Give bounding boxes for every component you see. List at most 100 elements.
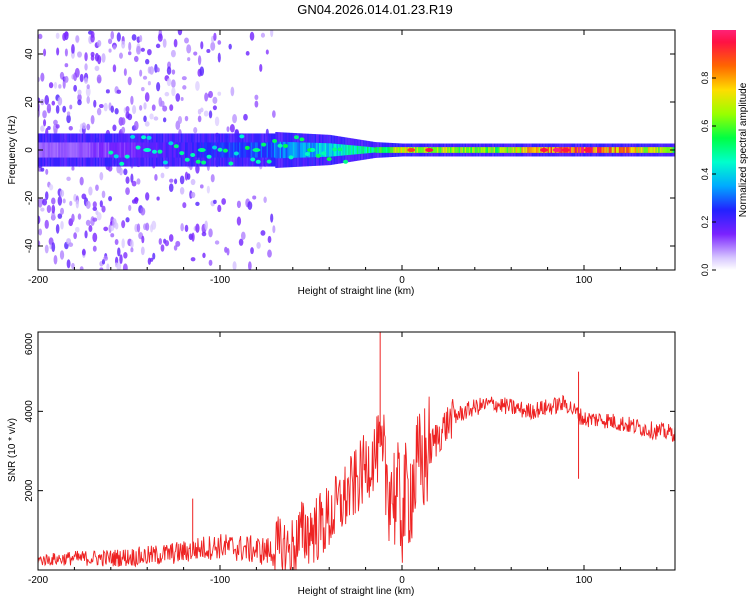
spectrogram-cell: [59, 189, 65, 198]
spectrogram-cell: [259, 64, 263, 72]
spectrogram-cell: [512, 147, 515, 153]
spectrogram-cell: [278, 141, 280, 159]
spectrogram-cell: [95, 184, 99, 192]
spectrogram-cell: [68, 142, 71, 158]
spectrogram-cell: [550, 147, 553, 153]
spectrogram-cell: [247, 142, 250, 158]
spectrogram-cell: [265, 49, 269, 55]
spectrogram-cell: [132, 142, 135, 158]
spectrogram-cell: [214, 142, 216, 158]
spectrogram-cell: [498, 147, 500, 153]
snr-xlabel: Height of straight line (km): [298, 586, 415, 597]
spectrogram-cell: [125, 187, 130, 195]
spectrogram-cell: [147, 81, 151, 86]
spectrogram-cell: [132, 105, 137, 115]
spectrogram-cell: [473, 147, 475, 153]
spectrogram-cell: [130, 173, 134, 184]
spectrogram-cell: [243, 113, 248, 121]
spectrogram-cell: [83, 142, 85, 158]
spectrogram-cell: [164, 142, 167, 158]
spectrogram-cell: [343, 144, 346, 156]
spectrogram-cell: [92, 232, 98, 243]
spectrogram-cell: [157, 33, 163, 42]
spectrogram-cell: [232, 114, 237, 124]
spectrogram-cell: [300, 142, 302, 158]
spectrogram-cell: [476, 147, 478, 153]
spectrogram-cell: [238, 142, 241, 158]
spectrogram-cell: [236, 216, 242, 226]
spectrogram-hotspot: [173, 144, 179, 149]
spectrogram-cell: [169, 104, 174, 111]
spectrogram-cell: [59, 250, 65, 260]
spectrogram-xtick-label: -100: [210, 275, 230, 286]
spectrogram-cell: [397, 147, 400, 153]
spectrogram-cell: [572, 147, 574, 153]
spectrogram-cell: [162, 117, 167, 123]
spectrogram-cell: [594, 147, 596, 153]
spectrogram-cell: [83, 77, 89, 84]
spectrogram-hotspot: [304, 152, 310, 157]
spectrogram-cell: [154, 173, 158, 181]
spectrogram-hotspot: [233, 151, 239, 156]
spectrogram-cell: [448, 147, 451, 153]
spectrogram-cell: [616, 147, 618, 153]
spectrogram-cell: [193, 142, 196, 158]
spectrogram-cell: [57, 213, 63, 219]
spectrogram-cell: [621, 147, 624, 153]
spectrogram-axes: -200 -100 0 100 40 20 0 -20 -40: [24, 30, 675, 286]
spectrogram-cell: [422, 147, 424, 153]
spectrogram-cell: [645, 147, 647, 153]
spectrogram-cell: [99, 200, 103, 208]
spectrogram-cell: [266, 142, 269, 158]
spectrogram-panel: -200 -100 0 100 40 20 0 -20 -40 Height of straig…: [7, 29, 676, 297]
spectrogram-cell: [447, 147, 449, 153]
spectrogram-cell: [143, 102, 147, 110]
spectrogram-cell: [174, 142, 177, 158]
spectrogram-cell: [384, 147, 387, 153]
spectrogram-hotspot: [151, 149, 157, 154]
spectrogram-cell: [79, 176, 84, 186]
spectrogram-hotspot: [266, 159, 272, 164]
spectrogram-cell: [454, 147, 457, 153]
spectrogram-hotspot: [261, 142, 267, 147]
spectrogram-cell: [195, 223, 200, 233]
spectrogram-cell: [94, 142, 97, 158]
spectrogram-cell: [236, 142, 238, 158]
spectrogram-cell: [653, 147, 656, 153]
spectrogram-cell: [195, 142, 197, 158]
spectrogram-cell: [420, 147, 423, 153]
spectrogram-cell: [499, 147, 502, 153]
spectrogram-cell: [149, 257, 154, 262]
spectrogram-cell: [103, 226, 109, 232]
spectrogram-cell: [394, 147, 397, 153]
spectrogram-cell: [115, 142, 117, 158]
spectrogram-cell: [206, 142, 209, 158]
spectrogram-cell: [361, 146, 363, 154]
spectrogram-cell: [450, 147, 452, 153]
spectrogram-cell: [355, 145, 358, 155]
spectrogram-cell: [145, 192, 150, 201]
spectrogram-cell: [256, 241, 261, 249]
spectrogram-cell: [92, 245, 97, 252]
spectrogram-cell: [160, 244, 165, 252]
spectrogram-cell: [637, 147, 640, 153]
spectrogram-cell: [393, 147, 395, 153]
spectrogram-cell: [99, 142, 101, 158]
spectrogram-cell: [418, 147, 420, 153]
spectrogram-cell: [205, 142, 208, 158]
spectrogram-cell: [464, 147, 467, 153]
spectrogram-cell: [131, 34, 137, 41]
spectrogram-cell: [88, 142, 91, 158]
spectrogram-cell: [403, 147, 406, 153]
spectrogram-cell: [123, 68, 127, 76]
spectrogram-cell: [44, 94, 50, 105]
spectrogram-cell: [210, 174, 215, 183]
spectrogram-cell: [467, 147, 470, 153]
spectrogram-cell: [633, 147, 636, 153]
spectrogram-cell: [346, 144, 349, 156]
spectrogram-cell: [665, 147, 668, 153]
spectrogram-cell: [42, 198, 48, 206]
spectrogram-cell: [73, 232, 77, 240]
spectrogram-cell: [64, 48, 68, 57]
spectrogram-cell: [93, 142, 95, 158]
